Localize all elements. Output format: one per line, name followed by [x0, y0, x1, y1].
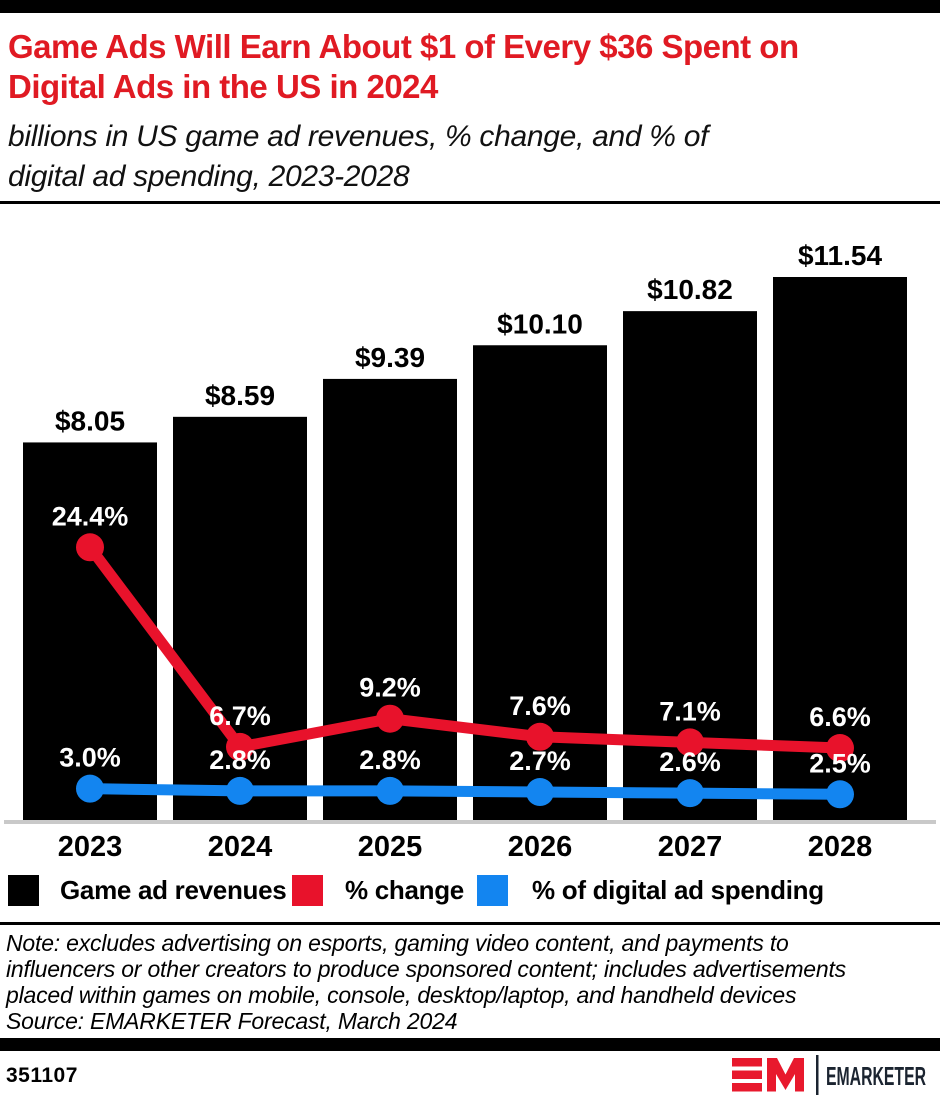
legend-swatch-pct-digital-ad-spending: [477, 875, 508, 906]
chart-subtitle: billions in US game ad revenues, % chang…: [8, 120, 709, 193]
line-value-label-1-2023: 3.0%: [59, 743, 121, 773]
point-1-2028: [826, 780, 854, 809]
source-text: Source: EMARKETER Forecast, March 2024: [6, 1008, 458, 1034]
em-logo-mark: [732, 1058, 804, 1092]
x-axis-baseline: [4, 820, 936, 824]
x-tick-2025: 2025: [358, 831, 423, 863]
line-value-label-0-2023: 24.4%: [52, 501, 129, 531]
bar-value-label-2024: $8.59: [205, 380, 275, 411]
bar-2028: [773, 277, 907, 824]
brand-wordmark: EMARKETER: [826, 1061, 926, 1091]
point-1-2023: [76, 774, 104, 803]
point-0-2024: [226, 732, 254, 761]
line-value-label-0-2026: 7.6%: [509, 691, 571, 721]
point-0-2025: [376, 704, 404, 733]
footer-divider-bar: [0, 1038, 940, 1051]
line-value-label-0-2024: 6.7%: [209, 701, 271, 731]
chart-id: 351107: [6, 1064, 78, 1087]
line-value-label-1-2024: 2.8%: [209, 745, 271, 775]
line-value-label-0-2025: 9.2%: [359, 673, 421, 703]
line-value-label-1-2026: 2.7%: [509, 746, 571, 776]
x-tick-2023: 2023: [58, 831, 123, 863]
line-value-label-0-2028: 6.6%: [809, 702, 871, 732]
bar-value-label-2025: $9.39: [355, 342, 425, 373]
top-black-bar: [0, 0, 940, 13]
line-series-1: [89, 783, 841, 800]
bar-2025: [323, 378, 457, 824]
point-0-2023: [76, 533, 104, 562]
legend-label-pct-change: % change: [345, 875, 464, 905]
bar-value-label-2023: $8.05: [55, 405, 125, 436]
line-value-label-0-2027: 7.1%: [659, 696, 721, 726]
line-value-label-1-2027: 2.6%: [659, 747, 721, 777]
x-tick-2026: 2026: [508, 831, 573, 863]
chart-area: $8.05 $8.59 $9.39 $10.10 $10.82 $11.54 24.4% 6.…: [0, 204, 940, 864]
line-series-0: [85, 543, 841, 754]
point-0-2027: [676, 728, 704, 757]
combo-chart-svg: $8.05 $8.59 $9.39 $10.10 $10.82 $11.54 24.4% 6.…: [4, 240, 936, 863]
x-tick-2027: 2027: [658, 831, 723, 863]
header-divider: [0, 201, 940, 204]
point-0-2026: [526, 722, 554, 751]
bar-2023: [23, 442, 157, 824]
footnote-divider: [0, 922, 940, 925]
footer: 351107 EMARKETER: [0, 1051, 940, 1095]
page-title: Game Ads Will Earn About $1 of Every $36…: [8, 28, 799, 105]
x-tick-2024: 2024: [208, 831, 273, 863]
legend-swatch-game-ad-revenues: [8, 875, 39, 906]
footnote-text: Note: excludes advertising on esports, g…: [6, 930, 846, 1008]
bar-value-label-2027: $10.82: [647, 274, 733, 305]
chart-legend: Game ad revenues % change % of digital a…: [0, 874, 940, 906]
x-tick-2028: 2028: [808, 831, 873, 863]
point-1-2026: [526, 778, 554, 807]
bar-value-label-2026: $10.10: [497, 308, 583, 339]
line-value-label-1-2025: 2.8%: [359, 745, 421, 775]
emarketer-logo: EMARKETER: [732, 1055, 926, 1095]
point-1-2025: [376, 776, 404, 805]
legend-label-pct-digital-ad-spending: % of digital ad spending: [532, 875, 824, 905]
legend-swatch-pct-change: [292, 875, 323, 906]
line-value-label-1-2028: 2.5%: [809, 748, 871, 778]
point-1-2027: [676, 779, 704, 808]
point-1-2024: [226, 776, 254, 805]
point-0-2028: [826, 734, 854, 763]
logo-divider: [816, 1055, 819, 1095]
legend-label-game-ad-revenues: Game ad revenues: [60, 875, 287, 905]
bar-value-label-2028: $11.54: [798, 240, 883, 271]
